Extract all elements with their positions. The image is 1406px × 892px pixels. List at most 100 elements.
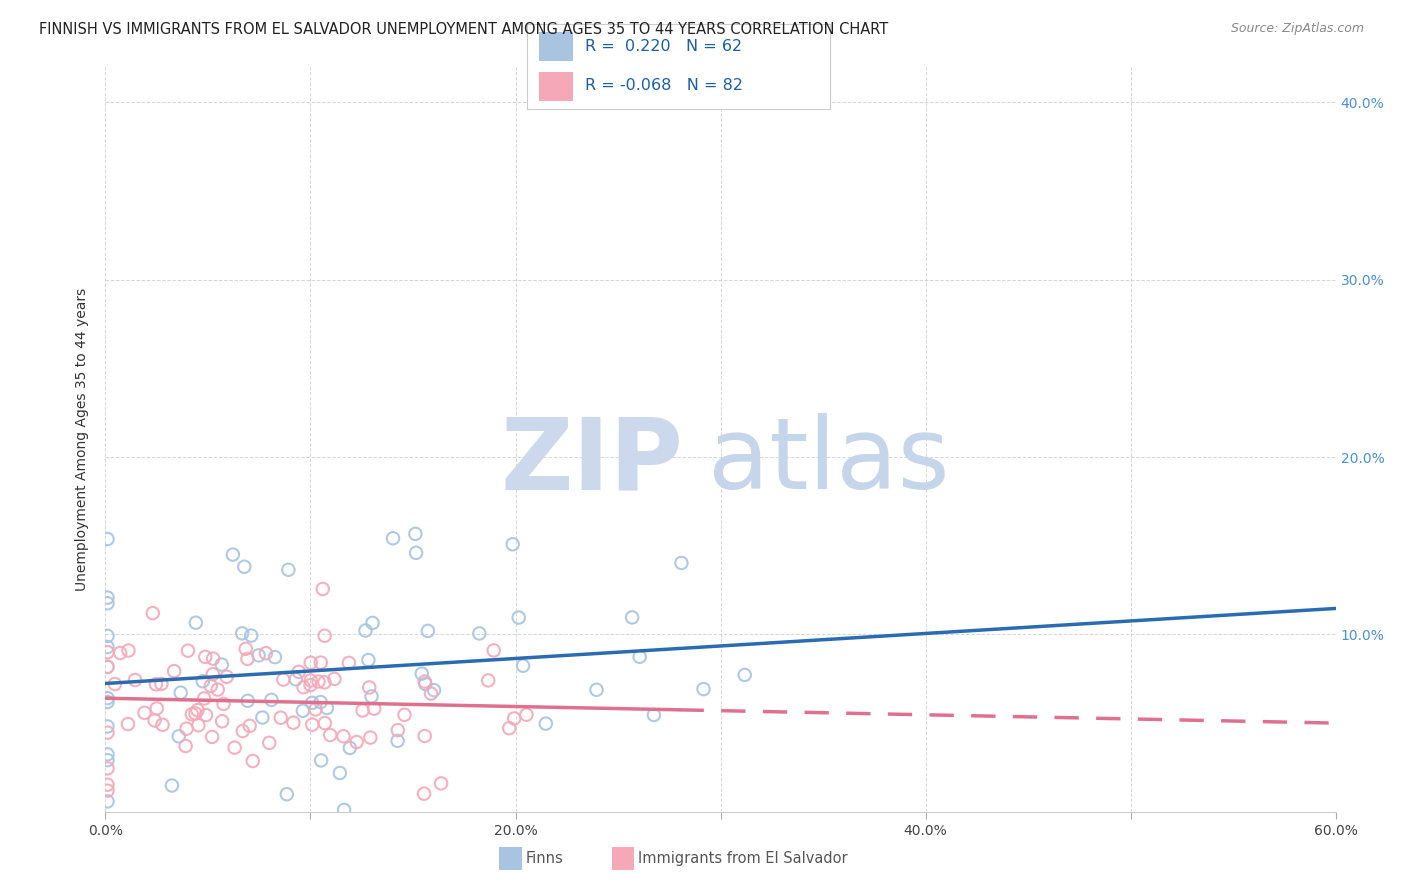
Point — [143, 714, 166, 728]
Point — [96, 596, 118, 610]
Point — [96, 640, 118, 654]
Text: R =  0.220   N = 62: R = 0.220 N = 62 — [585, 39, 742, 54]
Point — [333, 803, 356, 817]
Point — [187, 718, 209, 732]
Point — [236, 652, 259, 666]
Point — [382, 531, 405, 545]
Point — [430, 776, 453, 790]
Point — [411, 666, 433, 681]
Point — [502, 537, 524, 551]
Point — [96, 778, 118, 792]
Point — [308, 674, 330, 689]
Point — [201, 730, 224, 744]
Point — [117, 643, 139, 657]
Point — [146, 701, 169, 715]
Text: atlas: atlas — [709, 413, 950, 510]
Point — [163, 664, 186, 678]
Point — [534, 716, 557, 731]
Point — [150, 677, 173, 691]
Point — [363, 701, 385, 715]
Point — [104, 677, 127, 691]
Point — [96, 695, 118, 709]
Point — [628, 649, 651, 664]
Point — [361, 615, 384, 630]
Point — [292, 680, 315, 694]
Text: Source: ZipAtlas.com: Source: ZipAtlas.com — [1230, 22, 1364, 36]
Point — [96, 794, 118, 808]
Point — [413, 729, 436, 743]
Point — [277, 563, 299, 577]
Point — [468, 626, 491, 640]
Point — [643, 708, 665, 723]
Point — [260, 693, 283, 707]
Point — [621, 610, 644, 624]
Point — [319, 728, 342, 742]
Point — [346, 735, 368, 749]
Point — [291, 704, 314, 718]
Point — [202, 651, 225, 665]
Text: FINNISH VS IMMIGRANTS FROM EL SALVADOR UNEMPLOYMENT AMONG AGES 35 TO 44 YEARS CO: FINNISH VS IMMIGRANTS FROM EL SALVADOR U… — [39, 22, 889, 37]
Point — [270, 711, 292, 725]
Point — [239, 719, 262, 733]
Point — [273, 673, 295, 687]
Point — [259, 736, 281, 750]
Point — [337, 656, 360, 670]
Point — [184, 706, 207, 721]
Point — [314, 675, 336, 690]
Point — [96, 783, 118, 797]
Point — [299, 656, 322, 670]
Point — [233, 559, 256, 574]
Point — [413, 674, 436, 689]
Point — [332, 729, 354, 743]
Text: Finns: Finns — [526, 851, 564, 866]
Point — [423, 683, 446, 698]
Point — [482, 643, 505, 657]
Point — [194, 649, 217, 664]
Point — [387, 723, 409, 738]
Text: R = -0.068   N = 82: R = -0.068 N = 82 — [585, 78, 742, 94]
Point — [314, 629, 336, 643]
Point — [167, 729, 190, 743]
Point — [96, 691, 118, 706]
Point — [585, 682, 607, 697]
Point — [222, 548, 245, 562]
Point — [420, 687, 443, 701]
Point — [309, 656, 332, 670]
Point — [96, 660, 118, 674]
Point — [405, 546, 427, 560]
Point — [142, 606, 165, 620]
Point — [304, 702, 326, 716]
Point — [195, 708, 218, 723]
Point — [180, 707, 202, 722]
Point — [515, 707, 537, 722]
Point — [387, 734, 409, 748]
Point — [671, 556, 693, 570]
Point — [309, 695, 332, 709]
Point — [193, 691, 215, 706]
Text: Immigrants from El Salvador: Immigrants from El Salvador — [638, 851, 848, 866]
Point — [359, 731, 381, 745]
Point — [145, 677, 167, 691]
Point — [404, 527, 426, 541]
Point — [309, 753, 332, 767]
Point — [288, 665, 311, 679]
Point — [96, 719, 118, 733]
Point — [240, 629, 263, 643]
Bar — [540, 32, 572, 62]
Point — [314, 716, 336, 731]
Point — [235, 641, 257, 656]
Point — [177, 643, 200, 657]
Point — [316, 701, 339, 715]
Point — [301, 717, 323, 731]
Point — [96, 629, 118, 643]
Point — [283, 715, 305, 730]
Point — [247, 648, 270, 663]
Point — [96, 591, 118, 605]
Point — [176, 722, 198, 736]
Point — [117, 717, 139, 731]
Point — [276, 787, 298, 801]
Bar — [540, 71, 572, 101]
Point — [312, 582, 335, 596]
Point — [152, 718, 174, 732]
Point — [301, 696, 323, 710]
